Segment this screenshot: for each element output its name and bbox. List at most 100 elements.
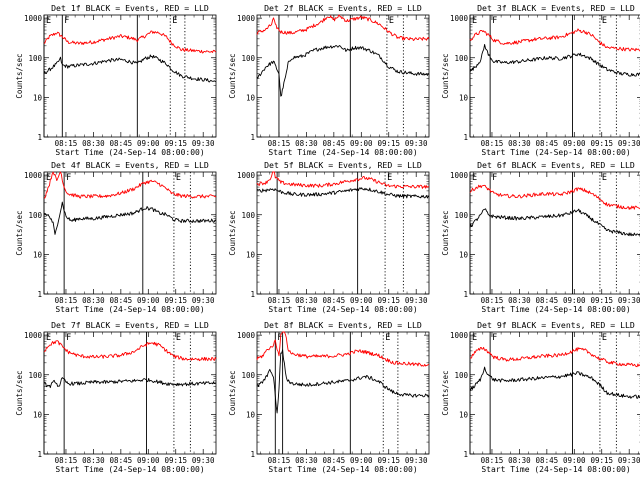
series-events-line <box>256 45 430 97</box>
event-marker-label: E <box>385 333 390 343</box>
y-tick-label: 10 <box>459 93 469 102</box>
x-tick-label: 09:30 <box>192 139 215 148</box>
x-axis-label: Start Time (24-Sep-14 08:00:00) <box>481 148 630 157</box>
x-tick-label: 08:30 <box>295 139 318 148</box>
x-tick-label: 08:45 <box>110 456 133 465</box>
y-axis-label: Counts/sec <box>228 370 237 415</box>
y-tick-label: 1 <box>463 290 468 299</box>
x-tick-label: 08:15 <box>481 456 504 465</box>
series-lld-line <box>469 346 640 368</box>
x-tick-label: 09:30 <box>192 296 215 305</box>
event-marker-label: E <box>602 173 607 183</box>
y-tick-label: 1000 <box>450 171 469 180</box>
x-tick-label: 08:15 <box>55 456 78 465</box>
series-lld-line <box>43 340 217 362</box>
y-axis-label: Counts/sec <box>441 53 450 98</box>
y-axis-label: Counts/sec <box>15 370 24 415</box>
y-tick-label: 10 <box>246 410 256 419</box>
y-tick-label: 1000 <box>24 171 43 180</box>
panel-title: Det 7f BLACK = Events, RED = LLD <box>51 320 209 330</box>
x-tick-label: 09:15 <box>377 456 400 465</box>
panel-title: Det 4f BLACK = Events, RED = LLD <box>51 160 209 170</box>
x-tick-label: 08:15 <box>55 296 78 305</box>
x-tick-label: 09:00 <box>350 139 373 148</box>
detector-panel: Det 6f BLACK = Events, RED = LLD 1 10 100 10… <box>441 160 640 314</box>
x-tick-label: 09:00 <box>137 139 160 148</box>
panel-title: Det 9f BLACK = Events, RED = LLD <box>477 320 635 330</box>
x-tick-label: 08:15 <box>268 139 291 148</box>
y-tick-label: 1 <box>250 290 255 299</box>
event-marker-label: F <box>64 16 69 26</box>
series-events-line <box>256 349 430 414</box>
x-tick-label: 09:00 <box>137 296 160 305</box>
y-axis-label: Counts/sec <box>228 210 237 255</box>
x-axis-label: Start Time (24-Sep-14 08:00:00) <box>268 148 417 157</box>
x-axis-label: Start Time (24-Sep-14 08:00:00) <box>268 465 417 474</box>
y-axis-label: Counts/sec <box>441 370 450 415</box>
y-tick-label: 1000 <box>24 14 43 23</box>
x-axis-label: Start Time (24-Sep-14 08:00:00) <box>481 465 630 474</box>
axes-frame <box>469 331 640 455</box>
panel-title: Det 8f BLACK = Events, RED = LLD <box>264 320 422 330</box>
y-tick-label: 100 <box>28 54 42 63</box>
y-tick-label: 10 <box>459 250 469 259</box>
y-tick-label: 1000 <box>450 14 469 23</box>
y-tick-label: 1000 <box>237 331 256 340</box>
y-tick-label: 1 <box>37 133 42 142</box>
series-lld-line <box>43 171 217 199</box>
y-tick-label: 10 <box>246 250 256 259</box>
x-tick-label: 09:15 <box>164 296 187 305</box>
x-tick-label: 08:45 <box>536 139 559 148</box>
x-tick-label: 08:45 <box>110 139 133 148</box>
x-tick-label: 09:00 <box>350 296 373 305</box>
x-tick-label: 08:15 <box>481 139 504 148</box>
series-events-line <box>469 208 640 238</box>
series-events-line <box>43 201 217 235</box>
y-axis-label: Counts/sec <box>228 53 237 98</box>
x-tick-label: 09:00 <box>563 139 586 148</box>
x-tick-label: 09:00 <box>137 456 160 465</box>
series-lld-line <box>43 30 217 54</box>
x-tick-label: 08:15 <box>268 296 291 305</box>
x-tick-label: 09:30 <box>405 139 428 148</box>
event-marker-label: E <box>46 173 51 183</box>
series-lld-line <box>469 28 640 52</box>
event-marker-label: E <box>176 173 181 183</box>
event-marker-label: E <box>46 16 51 26</box>
x-tick-label: 09:00 <box>563 296 586 305</box>
y-tick-label: 100 <box>241 54 255 63</box>
x-tick-label: 08:45 <box>536 296 559 305</box>
x-tick-label: 08:30 <box>295 456 318 465</box>
event-marker-label: E <box>387 173 392 183</box>
x-axis-label: Start Time (24-Sep-14 08:00:00) <box>55 148 204 157</box>
y-tick-label: 1 <box>37 450 42 459</box>
series-lld-line <box>469 184 640 210</box>
y-tick-label: 1000 <box>450 331 469 340</box>
x-tick-label: 09:30 <box>405 296 428 305</box>
event-marker-label: E <box>389 16 394 26</box>
x-tick-label: 08:45 <box>323 296 346 305</box>
x-tick-label: 08:30 <box>508 139 531 148</box>
y-tick-label: 10 <box>459 410 469 419</box>
y-tick-label: 100 <box>454 54 468 63</box>
detector-panel: Det 2f BLACK = Events, RED = LLD 1 10 100 10… <box>228 3 430 157</box>
detector-panel: Det 9f BLACK = Events, RED = LLD 1 10 100 10… <box>441 320 640 474</box>
y-tick-label: 100 <box>241 371 255 380</box>
event-marker-label: E <box>472 333 477 343</box>
series-events-line <box>469 366 640 399</box>
event-marker-label: F <box>492 173 497 183</box>
series-events-line <box>43 54 217 83</box>
x-tick-label: 08:30 <box>82 296 105 305</box>
detector-panel: Det 1f BLACK = Events, RED = LLD 1 10 100 10… <box>15 3 217 157</box>
y-tick-label: 1000 <box>237 171 256 180</box>
x-tick-label: 08:15 <box>268 456 291 465</box>
detector-panel: Det 7f BLACK = Events, RED = LLD 1 10 100 10… <box>15 320 217 474</box>
x-tick-label: 08:45 <box>110 296 133 305</box>
y-tick-label: 10 <box>246 93 256 102</box>
event-marker-label: F <box>66 173 71 183</box>
series-lld-line <box>256 331 429 367</box>
panel-title: Det 3f BLACK = Events, RED = LLD <box>477 3 635 13</box>
x-tick-label: 08:30 <box>508 456 531 465</box>
x-tick-label: 09:15 <box>164 456 187 465</box>
